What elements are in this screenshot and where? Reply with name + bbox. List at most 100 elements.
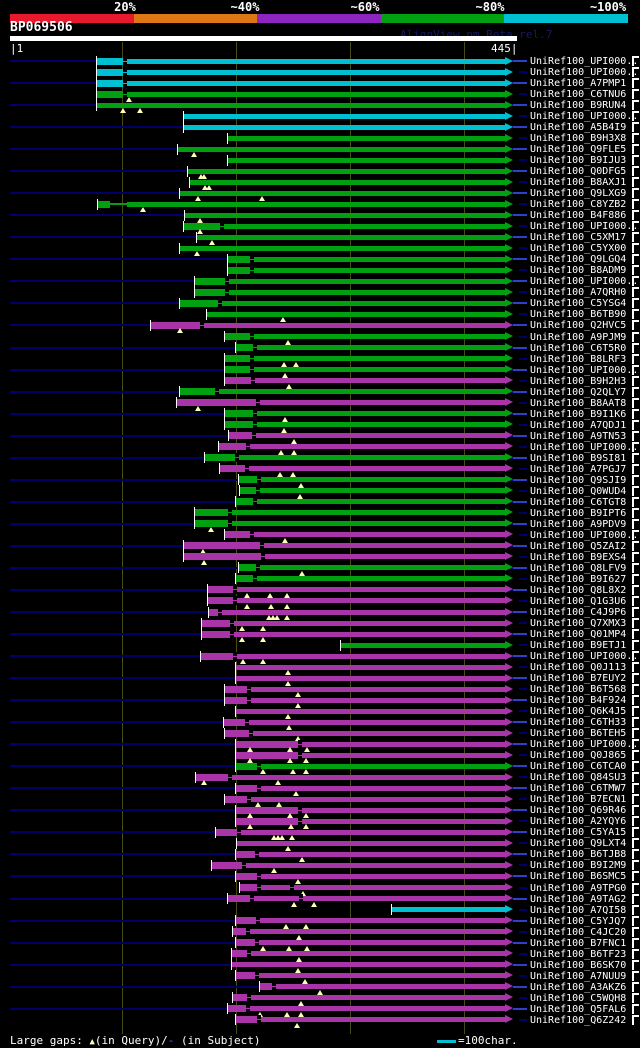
- subject-label[interactable]: UniRef100_B6TJB8: [530, 849, 627, 861]
- subject-label[interactable]: UniRef100_UPI000..: [530, 276, 639, 288]
- alignment-bar[interactable]: [224, 719, 505, 725]
- subject-label[interactable]: UniRef100_UPI000..: [530, 67, 639, 79]
- subject-label[interactable]: UniRef100_B9IJU3: [530, 155, 627, 167]
- subject-label[interactable]: UniRef100_A9PDV9: [530, 518, 627, 530]
- alignment-bar[interactable]: [184, 543, 505, 549]
- alignment-bar[interactable]: [225, 378, 505, 384]
- subject-label[interactable]: UniRef100_Q2HVC5: [530, 320, 627, 332]
- subject-label[interactable]: UniRef100_A9TN53: [530, 430, 627, 442]
- alignment-bar[interactable]: [236, 940, 505, 946]
- alignment-bar[interactable]: [236, 1017, 505, 1023]
- subject-label[interactable]: UniRef100_B7ECN1: [530, 794, 627, 806]
- alignment-bar[interactable]: [237, 840, 505, 846]
- alignment-bar[interactable]: [219, 444, 505, 450]
- alignment-bar[interactable]: [201, 653, 505, 659]
- alignment-bar[interactable]: [225, 796, 505, 802]
- alignment-bar[interactable]: [236, 873, 505, 879]
- alignment-bar[interactable]: [229, 433, 505, 439]
- alignment-bar[interactable]: [236, 763, 505, 769]
- alignment-bar[interactable]: [236, 708, 505, 714]
- subject-label[interactable]: UniRef100_A7QI58: [530, 904, 627, 916]
- alignment-bar[interactable]: [195, 278, 505, 284]
- alignment-bar[interactable]: [236, 675, 505, 681]
- alignment-bar[interactable]: [207, 311, 505, 317]
- alignment-bar[interactable]: [180, 245, 505, 251]
- subject-label[interactable]: UniRef100_A7PMP1: [530, 78, 627, 90]
- subject-label[interactable]: UniRef100_B6SK70: [530, 959, 627, 971]
- subject-label[interactable]: UniRef100_C5YX00: [530, 243, 627, 255]
- alignment-bar[interactable]: [225, 367, 505, 373]
- subject-label[interactable]: UniRef100_Q69R46: [530, 805, 627, 817]
- subject-label[interactable]: UniRef100_B4F886: [530, 210, 627, 222]
- alignment-bar[interactable]: [127, 201, 505, 207]
- subject-label[interactable]: UniRef100_B4F924: [530, 695, 627, 707]
- subject-label[interactable]: UniRef100_A7PGJ7: [530, 463, 627, 475]
- subject-label[interactable]: UniRef100_UPI000..: [530, 739, 639, 751]
- alignment-bar[interactable]: [341, 642, 505, 648]
- subject-label[interactable]: UniRef100_B8LRF3: [530, 353, 627, 365]
- alignment-bar[interactable]: [228, 1006, 505, 1012]
- alignment-bar[interactable]: [185, 212, 505, 218]
- subject-label[interactable]: UniRef100_Q5ZAI2: [530, 540, 627, 552]
- alignment-bar[interactable]: [208, 598, 505, 604]
- subject-label[interactable]: UniRef100_A9TAG2: [530, 893, 627, 905]
- subject-label[interactable]: UniRef100_C8YZB2: [530, 199, 627, 211]
- alignment-bar[interactable]: [228, 267, 505, 273]
- alignment-bar[interactable]: [239, 565, 505, 571]
- subject-label[interactable]: UniRef100_A7QDJ1: [530, 419, 627, 431]
- subject-label[interactable]: UniRef100_B6T568: [530, 684, 627, 696]
- subject-label[interactable]: UniRef100_Q5FAL6: [530, 1003, 627, 1015]
- subject-label[interactable]: UniRef100_B9EXS4: [530, 551, 627, 563]
- subject-label[interactable]: UniRef100_Q9FLE5: [530, 144, 627, 156]
- subject-label[interactable]: UniRef100_UPI000..: [530, 221, 639, 233]
- alignment-bar[interactable]: [225, 532, 505, 538]
- subject-label[interactable]: UniRef100_B6TEH5: [530, 728, 627, 740]
- subject-label[interactable]: UniRef100_B9I2M9: [530, 860, 627, 872]
- subject-label[interactable]: UniRef100_A7NUU9: [530, 970, 627, 982]
- subject-label[interactable]: UniRef100_A3AKZ6: [530, 981, 627, 993]
- alignment-bar[interactable]: [190, 179, 505, 185]
- subject-label[interactable]: UniRef100_B9SI81: [530, 452, 627, 464]
- subject-label[interactable]: UniRef100_C5XM17: [530, 232, 627, 244]
- subject-label[interactable]: UniRef100_Q8LFV9: [530, 562, 627, 574]
- subject-label[interactable]: UniRef100_UPI000..: [530, 651, 639, 663]
- subject-label[interactable]: UniRef100_Q7XMX3: [530, 618, 627, 630]
- subject-label[interactable]: UniRef100_C5WQH8: [530, 992, 627, 1004]
- alignment-bar[interactable]: [177, 400, 505, 406]
- alignment-bar[interactable]: [236, 664, 505, 670]
- subject-label[interactable]: UniRef100_B9IPT6: [530, 507, 627, 519]
- alignment-bar[interactable]: [236, 818, 505, 824]
- subject-label[interactable]: UniRef100_UPI000..: [530, 111, 639, 123]
- subject-label[interactable]: UniRef100_Q0DFG5: [530, 166, 627, 178]
- alignment-bar[interactable]: [184, 223, 505, 229]
- subject-label[interactable]: UniRef100_C6T5R0: [530, 342, 627, 354]
- subject-label[interactable]: UniRef100_Q9LXG9: [530, 188, 627, 200]
- alignment-bar[interactable]: [236, 752, 505, 758]
- subject-label[interactable]: UniRef100_C6TCA0: [530, 761, 627, 773]
- subject-label[interactable]: UniRef100_C5YA15: [530, 827, 627, 839]
- alignment-bar[interactable]: [225, 697, 505, 703]
- alignment-bar[interactable]: [228, 896, 505, 902]
- subject-label[interactable]: UniRef100_B9ETJ1: [530, 640, 627, 652]
- alignment-bar[interactable]: [202, 620, 505, 626]
- subject-label[interactable]: UniRef100_B8ADM9: [530, 265, 627, 277]
- alignment-bar[interactable]: [184, 113, 505, 119]
- alignment-bar[interactable]: [225, 730, 505, 736]
- subject-label[interactable]: UniRef100_B9H2H3: [530, 375, 627, 387]
- alignment-bar[interactable]: [228, 256, 505, 262]
- subject-label[interactable]: UniRef100_B8AXJ1: [530, 177, 627, 189]
- subject-label[interactable]: UniRef100_C4JC20: [530, 926, 627, 938]
- alignment-bar[interactable]: [228, 135, 505, 141]
- alignment-bar[interactable]: [232, 951, 505, 957]
- alignment-bar[interactable]: [195, 521, 505, 527]
- alignment-bar[interactable]: [236, 973, 505, 979]
- alignment-bar[interactable]: [178, 146, 505, 152]
- subject-label[interactable]: UniRef100_A2YQY6: [530, 816, 627, 828]
- subject-label[interactable]: UniRef100_Q84SU3: [530, 772, 627, 784]
- subject-label[interactable]: UniRef100_Q8L8X2: [530, 584, 627, 596]
- subject-label[interactable]: UniRef100_Q01MP4: [530, 629, 627, 641]
- subject-label[interactable]: UniRef100_Q2QLY7: [530, 386, 627, 398]
- alignment-bar[interactable]: [208, 587, 505, 593]
- subject-label[interactable]: UniRef100_B6TB90: [530, 309, 627, 321]
- alignment-bar[interactable]: [97, 58, 505, 64]
